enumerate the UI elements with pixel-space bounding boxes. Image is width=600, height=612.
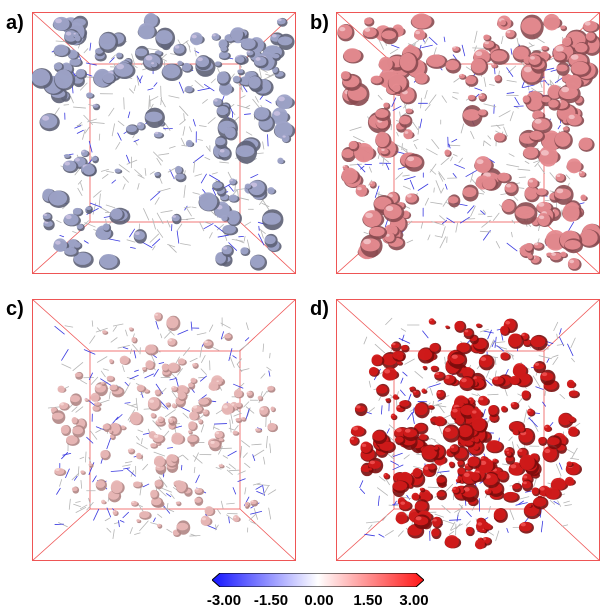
panel-b-render: [336, 12, 600, 274]
colorbar-tick-3: 0.00: [304, 592, 334, 609]
panel-d-label: d): [310, 298, 329, 320]
colorbar-tick-5: 3.00: [399, 592, 429, 609]
colorbar-tick-1: -3.00: [206, 592, 242, 609]
colorbar-gradient: [212, 573, 424, 587]
panel-b-isosurface: [336, 12, 600, 274]
panel-c-render: [32, 299, 296, 561]
panel-d-render: [336, 299, 600, 561]
panel-a-render: [32, 12, 296, 274]
panel-b-label: b): [310, 12, 329, 34]
panel-c-isosurface: [32, 299, 296, 561]
panel-a-isosurface: [32, 12, 296, 274]
panel-d-isosurface: [336, 299, 600, 561]
panel-a-label: a): [6, 12, 24, 34]
colorbar: [212, 573, 424, 587]
colorbar-tick-4: 1.50: [353, 592, 383, 609]
colorbar-tick-2: -1.50: [253, 592, 289, 609]
panel-c-label: c): [6, 298, 24, 320]
